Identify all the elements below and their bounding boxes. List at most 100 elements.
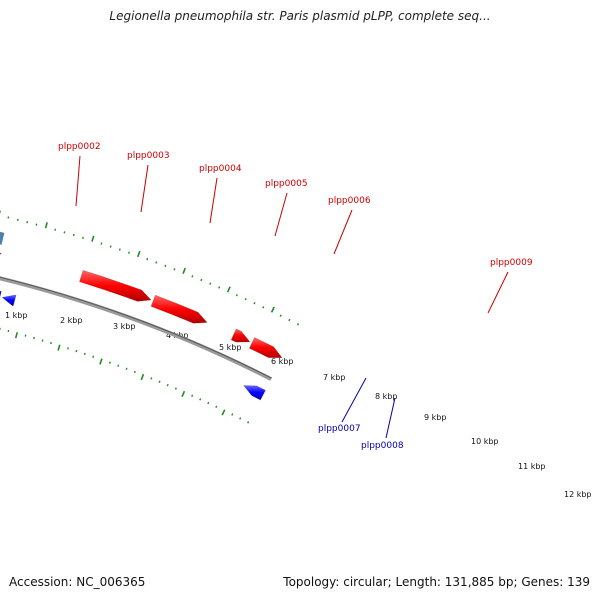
ruler-major-tick (182, 267, 186, 275)
page-title: Legionella pneumophila str. Paris plasmi… (109, 9, 491, 23)
gene-label: plpp0007 (318, 424, 361, 434)
gene-label: plpp0009 (490, 258, 533, 268)
reverse-gene (0, 290, 2, 299)
ruler-minor-tick (164, 264, 167, 268)
ruler-minor-tick (218, 286, 221, 289)
ruler-minor-tick (288, 318, 291, 322)
ruler-major-tick (44, 222, 48, 229)
gene-label-leader (140, 164, 149, 213)
ruler-major-tick (226, 286, 231, 293)
ruler-minor-tick (199, 398, 202, 401)
ruler-major-tick (181, 390, 186, 398)
ruler-minor-tick (41, 339, 44, 342)
gene-labels: plpp0002 plpp0003 plpp0004 plpp0005 plpp0006… (58, 142, 533, 451)
ruler-major-tick (99, 358, 103, 365)
ruler-minor-tick (117, 364, 120, 367)
ruler-minor-tick (244, 297, 247, 301)
backbone-arc (0, 276, 273, 381)
ruler-major-tick (14, 332, 19, 339)
gene-label-leader (487, 271, 509, 314)
ruler-minor-tick (108, 361, 111, 364)
accession-label: Accession: NC_006365 (9, 575, 146, 589)
ruler-minor-tick (262, 306, 265, 309)
gene-label-leader (274, 192, 288, 237)
ruler-minor-tick (67, 347, 69, 350)
kbp-label: 10 kbp (471, 437, 499, 446)
genome-summary: Topology: circular; Length: 131,885 bp; … (283, 575, 590, 589)
ruler-minor-tick (109, 245, 112, 248)
ruler-minor-tick (207, 401, 210, 405)
ruler-minor-tick (279, 314, 282, 317)
ruler-minor-tick (158, 380, 161, 383)
ruler-minor-tick (231, 413, 234, 416)
cog-block (0, 231, 5, 246)
forward-gene (248, 337, 283, 359)
kbp-label: 2 kbp (60, 316, 82, 325)
ruler-major-tick (137, 250, 141, 258)
ruler-minor-tick (54, 228, 57, 231)
ruler-minor-tick (150, 377, 153, 380)
ruler-minor-tick (253, 302, 256, 305)
ruler-minor-tick (166, 383, 169, 387)
ruler-minor-tick (146, 257, 149, 261)
gene-label: plpp0008 (361, 441, 404, 451)
kbp-label: 6 kbp (271, 357, 293, 366)
gene-label: plpp0005 (265, 179, 308, 189)
ruler-minor-tick (125, 367, 128, 370)
ruler-minor-tick (191, 275, 194, 278)
gene-label-leader (333, 209, 353, 255)
ruler-minor-tick (215, 405, 218, 408)
ruler-minor-tick (247, 421, 250, 424)
reverse-gene (242, 385, 266, 401)
kbp-label: 11 kbp (518, 462, 546, 471)
kbp-label: 1 kbp (5, 311, 27, 320)
kbp-label: 9 kbp (424, 413, 446, 422)
ruler-minor-tick (63, 231, 66, 234)
ruler-minor-tick (50, 341, 53, 345)
ruler-minor-tick (75, 349, 78, 353)
ruler-minor-tick (200, 278, 203, 282)
gene-label-leader (385, 397, 396, 439)
kbp-label: 12 kbp (564, 490, 592, 499)
forward-gene (79, 269, 152, 302)
ruler-minor-tick (133, 370, 136, 374)
ruler-major-tick (221, 409, 226, 416)
ruler-minor-tick (26, 221, 29, 224)
ruler-minor-tick (82, 236, 84, 239)
ruler-minor-tick (173, 268, 176, 271)
gene-label: plpp0003 (127, 151, 170, 161)
ruler-minor-tick (33, 336, 36, 340)
ruler-minor-tick (83, 352, 86, 356)
backbone-arc-shade (0, 276, 272, 379)
forward-gene (0, 252, 3, 255)
ruler-outer-ticks (0, 210, 300, 326)
ruler-minor-tick (100, 242, 103, 245)
ruler-minor-tick (235, 294, 238, 297)
ruler-minor-tick (92, 355, 95, 358)
kbp-label: 8 kbp (375, 392, 397, 401)
gene-label: plpp0006 (328, 196, 371, 206)
ruler-minor-tick (127, 251, 130, 254)
gene-label-leader (341, 377, 367, 423)
gene-features (0, 231, 283, 401)
ruler-major-tick (91, 235, 95, 242)
gene-label-leader (75, 155, 81, 207)
kbp-label: 5 kbp (219, 343, 241, 352)
ruler-major-tick (270, 306, 275, 313)
reverse-gene (1, 294, 17, 307)
ruler-minor-tick (296, 323, 300, 326)
plasmid-backbone (0, 276, 273, 381)
ruler-minor-tick (72, 233, 75, 237)
ruler-minor-tick (209, 282, 212, 285)
ruler-minor-tick (7, 329, 10, 333)
gene-label: plpp0002 (58, 142, 101, 152)
ruler-inner-ticks (0, 327, 250, 424)
ruler-minor-tick (174, 387, 177, 390)
ruler-major-tick (140, 373, 145, 381)
ruler-minor-tick (24, 334, 27, 337)
forward-gene (230, 328, 251, 343)
gene-label-leader (209, 177, 218, 224)
ruler-minor-tick (191, 394, 194, 397)
